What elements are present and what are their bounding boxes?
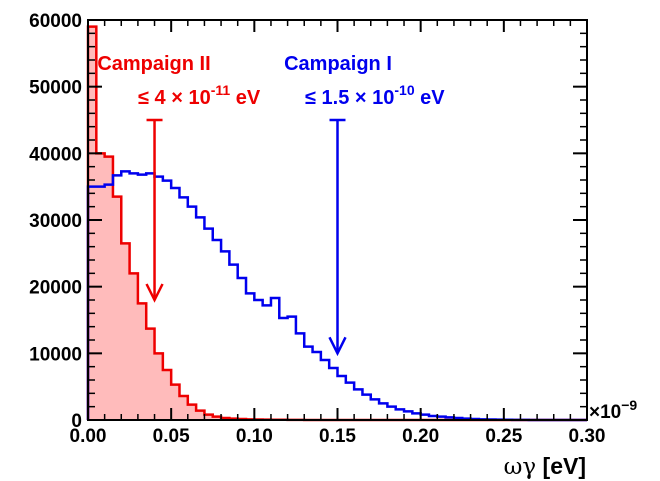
x-tick-label: 0.20 xyxy=(402,426,439,447)
x-tick-label: 0.30 xyxy=(569,426,606,447)
x-axis-title: ωγ [eV] xyxy=(504,453,586,480)
x-tick-label: 0.10 xyxy=(236,426,273,447)
campaign-i-limit: ≤ 1.5 × 10-10 eV xyxy=(305,82,445,109)
y-tick-label: 30000 xyxy=(29,211,82,232)
y-tick-label: 10000 xyxy=(29,344,82,365)
x-tick-label: 0.25 xyxy=(485,426,522,447)
upper-limit-arrow xyxy=(328,118,347,357)
x-tick-label: 0.05 xyxy=(153,426,190,447)
y-tick-label: 50000 xyxy=(29,78,82,99)
x-axis-symbol: ωγ xyxy=(504,454,537,480)
campaign-ii-title: Campaign II xyxy=(97,53,210,75)
y-tick-label: 20000 xyxy=(29,278,82,299)
x-tick-label: 0.15 xyxy=(319,426,356,447)
campaign-i-limit-prefix: ≤ 1.5 × 10 xyxy=(305,87,394,109)
arrow-head xyxy=(145,283,164,303)
tick-layer: 0.00 0.05 0.10 0.15 0.20 0.25 0.30 0 10000 20000 3… xyxy=(29,11,605,447)
y-tick-label: 0 xyxy=(71,411,82,432)
upper-limit-arrow xyxy=(145,118,164,303)
campaign-i-limit-suffix: eV xyxy=(415,87,446,109)
y-tick-label: 40000 xyxy=(29,144,82,165)
annotation-layer xyxy=(145,118,347,357)
x-tick-label: 0.00 xyxy=(70,426,107,447)
campaign-ii-limit-prefix: ≤ 4 × 10 xyxy=(138,87,211,109)
arrow-head xyxy=(328,336,347,357)
campaign-ii-limit-suffix: eV xyxy=(230,87,261,109)
x-multiplier-exp: −9 xyxy=(621,397,637,413)
x-multiplier: ×10−9 xyxy=(589,397,637,423)
campaign-i-title: Campaign I xyxy=(284,53,392,75)
campaign-ii-limit-exp: -11 xyxy=(211,82,231,98)
x-multiplier-base: ×10 xyxy=(589,402,621,423)
campaign-ii-limit: ≤ 4 × 10-11 eV xyxy=(138,82,261,109)
x-axis-unit: [eV] xyxy=(543,453,586,479)
campaign-i-limit-exp: -10 xyxy=(394,82,414,98)
y-tick-label: 60000 xyxy=(29,11,82,32)
series-fill xyxy=(88,26,587,421)
